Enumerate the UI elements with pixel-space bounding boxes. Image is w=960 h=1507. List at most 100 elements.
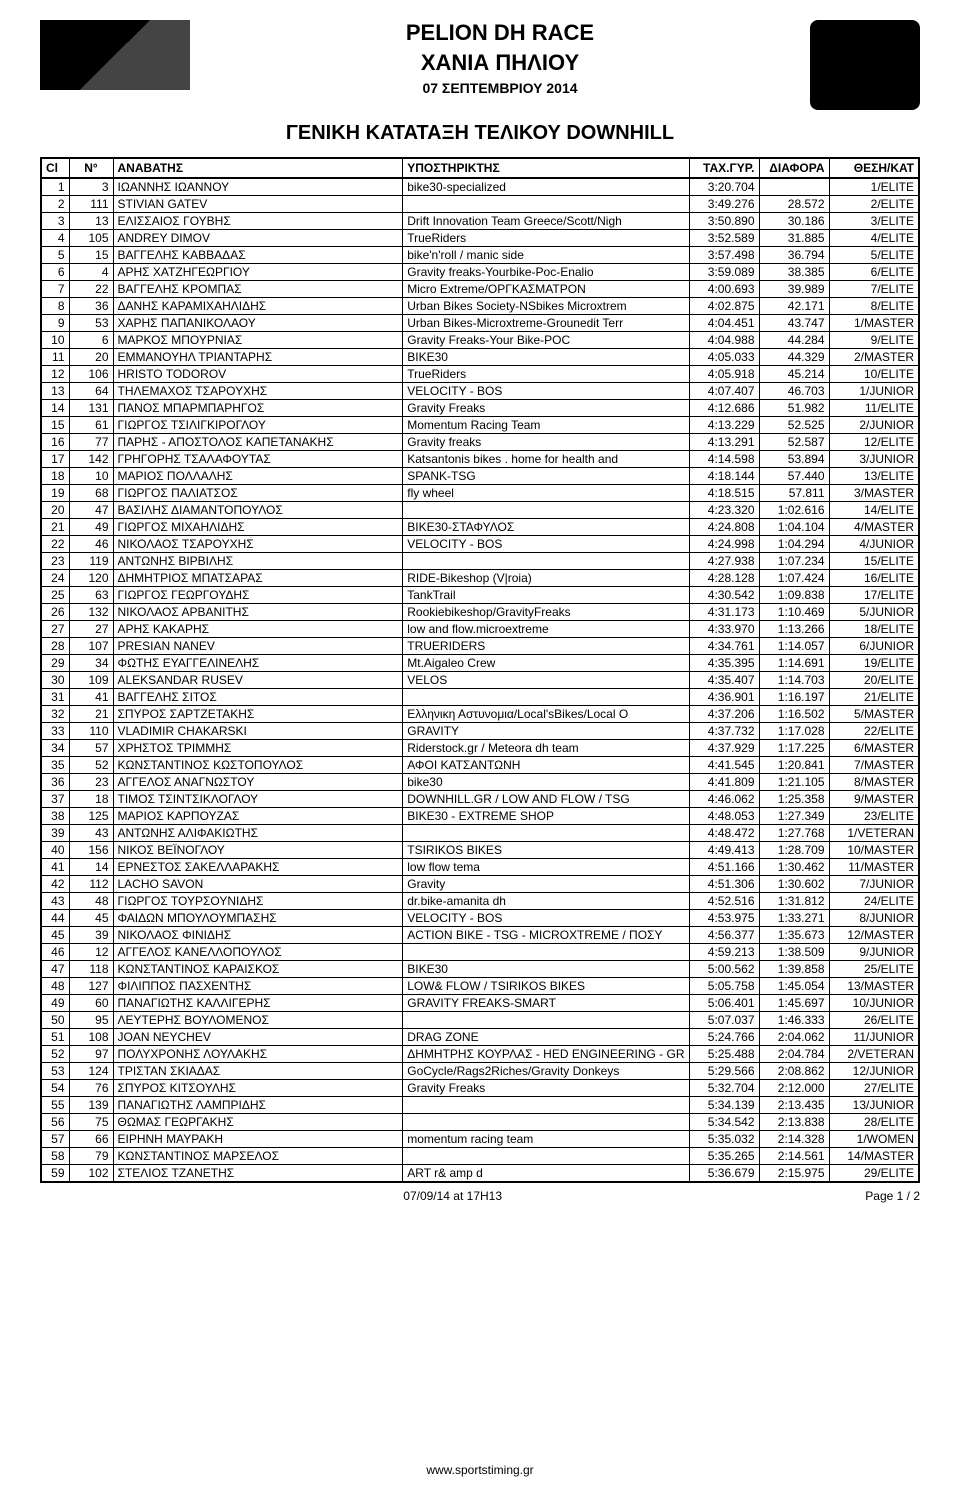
cell-time: 4:04.988 xyxy=(689,332,759,349)
cell-gap: 42.171 xyxy=(759,298,829,315)
cell-team: Rookiebikeshop/GravityFreaks xyxy=(403,604,689,621)
table-row: 2246ΝΙΚΟΛΑΟΣ ΤΣΑΡΟΥΧΗΣVELOCITY - BOS4:24… xyxy=(41,536,919,553)
cell-time: 5:36.679 xyxy=(689,1165,759,1183)
cell-rider: ALEKSANDAR RUSEV xyxy=(113,672,403,689)
cell-gap: 1:38.509 xyxy=(759,944,829,961)
cell-cat: 24/ELITE xyxy=(829,893,919,910)
cell-cl: 43 xyxy=(41,893,69,910)
cell-rider: ΕΡΝΕΣΤΟΣ ΣΑΚΕΛΛΑΡΑΚΗΣ xyxy=(113,859,403,876)
cell-rider: HRISTO TODOROV xyxy=(113,366,403,383)
cell-gap: 2:13.435 xyxy=(759,1097,829,1114)
cell-cat: 12/MASTER xyxy=(829,927,919,944)
cell-gap: 31.885 xyxy=(759,230,829,247)
cell-rider: ΓΡΗΓΟΡΗΣ ΤΣΑΛΑΦΟΥΤΑΣ xyxy=(113,451,403,468)
cell-cat: 1/JUNIOR xyxy=(829,383,919,400)
table-row: 1968ΓΙΩΡΓΟΣ ΠΑΛΙΑΤΣΟΣfly wheel4:18.51557… xyxy=(41,485,919,502)
cell-gap: 44.329 xyxy=(759,349,829,366)
table-row: 4114ΕΡΝΕΣΤΟΣ ΣΑΚΕΛΛΑΡΑΚΗΣlow flow tema4:… xyxy=(41,859,919,876)
table-row: 515ΒΑΓΓΕΛΗΣ ΚΑΒΒΑΔΑΣbike'n'roll / manic … xyxy=(41,247,919,264)
cell-cat: 10/JUNIOR xyxy=(829,995,919,1012)
cell-no: 52 xyxy=(69,757,113,774)
cell-cat: 6/MASTER xyxy=(829,740,919,757)
cell-team xyxy=(403,1012,689,1029)
col-no: N° xyxy=(69,158,113,178)
cell-no: 77 xyxy=(69,434,113,451)
race-title: PELION DH RACE xyxy=(190,20,810,46)
cell-rider: STIVIAN GATEV xyxy=(113,196,403,213)
cell-no: 3 xyxy=(69,178,113,196)
cell-cat: 9/ELITE xyxy=(829,332,919,349)
cell-no: 61 xyxy=(69,417,113,434)
cell-cl: 23 xyxy=(41,553,69,570)
cell-cl: 58 xyxy=(41,1148,69,1165)
cell-rider: ΑΝΤΩΝΗΣ ΒΙΡΒΙΛΗΣ xyxy=(113,553,403,570)
cell-cat: 10/ELITE xyxy=(829,366,919,383)
cell-cat: 7/MASTER xyxy=(829,757,919,774)
cell-no: 6 xyxy=(69,332,113,349)
cell-cat: 7/JUNIOR xyxy=(829,876,919,893)
col-time: TAX.ΓΥΡ. xyxy=(689,158,759,178)
cell-cat: 2/VETERAN xyxy=(829,1046,919,1063)
cell-time: 4:36.901 xyxy=(689,689,759,706)
cell-gap: 39.989 xyxy=(759,281,829,298)
cell-no: 139 xyxy=(69,1097,113,1114)
cell-time: 4:04.451 xyxy=(689,315,759,332)
cell-cat: 12/ELITE xyxy=(829,434,919,451)
header-row: Cl N° ΑΝΑΒΑΤΗΣ ΥΠΟΣΤΗΡΙΚΤΗΣ TAX.ΓΥΡ. ΔΙΑ… xyxy=(41,158,919,178)
cell-time: 5:07.037 xyxy=(689,1012,759,1029)
cell-gap: 1:04.104 xyxy=(759,519,829,536)
cell-gap: 1:13.266 xyxy=(759,621,829,638)
table-row: 28107PRESIAN NANEVTRUERIDERS4:34.7611:14… xyxy=(41,638,919,655)
cell-cat: 1/ELITE xyxy=(829,178,919,196)
cell-no: 107 xyxy=(69,638,113,655)
cell-team: Urban Bikes Society-NSbikes Microxtrem xyxy=(403,298,689,315)
cell-cat: 22/ELITE xyxy=(829,723,919,740)
cell-time: 4:51.166 xyxy=(689,859,759,876)
cell-gap: 1:07.424 xyxy=(759,570,829,587)
cell-team: Mt.Aigaleo Crew xyxy=(403,655,689,672)
cell-cat: 7/ELITE xyxy=(829,281,919,298)
subtitle: ΓΕΝΙΚΗ ΚΑΤΑΤΑΞΗ ΤΕΛΙΚΟΥ DOWNHILL xyxy=(40,122,920,145)
col-cl: Cl xyxy=(41,158,69,178)
cell-cl: 20 xyxy=(41,502,69,519)
cell-rider: ΦΩΤΗΣ ΕΥΑΓΓΕΛΙΝΕΛΗΣ xyxy=(113,655,403,672)
table-row: 3552ΚΩΝΣΤΑΝΤΙΝΟΣ ΚΩΣΤΟΠΟΥΛΟΣΑΦΟΙ ΚΑΤΣΑΝΤ… xyxy=(41,757,919,774)
cell-rider: JOAN NEYCHEV xyxy=(113,1029,403,1046)
cell-no: 105 xyxy=(69,230,113,247)
cell-gap: 1:20.841 xyxy=(759,757,829,774)
cell-gap: 1:14.703 xyxy=(759,672,829,689)
cell-no: 43 xyxy=(69,825,113,842)
cell-no: 22 xyxy=(69,281,113,298)
cell-rider: ΑΓΓΕΛΟΣ ΑΝΑΓΝΩΣΤΟΥ xyxy=(113,774,403,791)
cell-team: ACTION BIKE - TSG - MICROXTREME / ΠΟΣΥ xyxy=(403,927,689,944)
cell-cat: 11/ELITE xyxy=(829,400,919,417)
cell-time: 3:57.498 xyxy=(689,247,759,264)
cell-rider: ΘΩΜΑΣ ΓΕΩΡΓΑΚΗΣ xyxy=(113,1114,403,1131)
cell-rider: ΠΑΝΟΣ ΜΠΑΡΜΠΑΡΗΓΟΣ xyxy=(113,400,403,417)
cell-team: BIKE30 - EXTREME SHOP xyxy=(403,808,689,825)
cell-team: Gravity Freaks xyxy=(403,1080,689,1097)
cell-no: 15 xyxy=(69,247,113,264)
cell-no: 156 xyxy=(69,842,113,859)
cell-cl: 3 xyxy=(41,213,69,230)
table-row: 33110VLADIMIR CHAKARSKIGRAVITY4:37.7321:… xyxy=(41,723,919,740)
cell-cl: 16 xyxy=(41,434,69,451)
cell-time: 4:53.975 xyxy=(689,910,759,927)
cell-time: 5:35.032 xyxy=(689,1131,759,1148)
cell-no: 124 xyxy=(69,1063,113,1080)
cell-no: 79 xyxy=(69,1148,113,1165)
cell-gap: 57.811 xyxy=(759,485,829,502)
cell-no: 119 xyxy=(69,553,113,570)
cell-gap: 2:14.328 xyxy=(759,1131,829,1148)
cell-time: 4:41.545 xyxy=(689,757,759,774)
cell-cat: 21/ELITE xyxy=(829,689,919,706)
cell-no: 95 xyxy=(69,1012,113,1029)
cell-gap: 1:14.691 xyxy=(759,655,829,672)
cell-cl: 34 xyxy=(41,740,69,757)
cell-cl: 27 xyxy=(41,621,69,638)
cell-team: BIKE30 xyxy=(403,349,689,366)
cell-team xyxy=(403,944,689,961)
cell-no: 53 xyxy=(69,315,113,332)
cell-time: 4:05.033 xyxy=(689,349,759,366)
cell-team: fly wheel xyxy=(403,485,689,502)
